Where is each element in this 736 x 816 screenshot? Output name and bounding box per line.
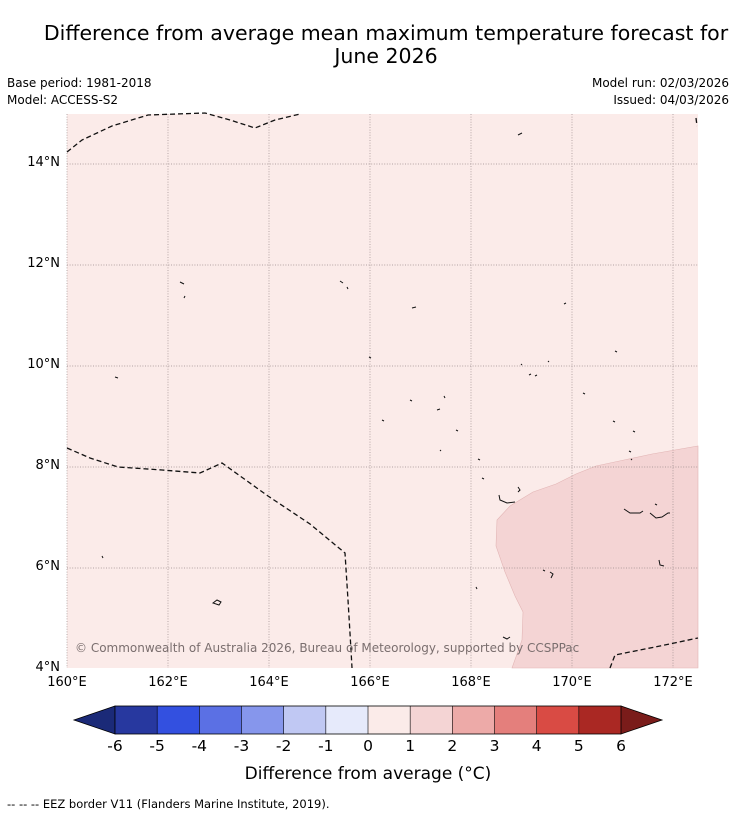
meta-left: Base period: 1981-2018 Model: ACCESS-S2 bbox=[7, 75, 152, 109]
lon-label: 166°E bbox=[350, 675, 390, 690]
colorbar-tick-label: 6 bbox=[616, 737, 626, 755]
lon-label: 170°E bbox=[552, 675, 592, 690]
colorbar-tick-label: 4 bbox=[531, 737, 542, 755]
colorbar-tick-label: -3 bbox=[233, 737, 250, 755]
colorbar-tick-label: 0 bbox=[363, 737, 373, 755]
colorbar-segment bbox=[494, 706, 537, 734]
colorbar-title: Difference from average (°C) bbox=[244, 764, 492, 784]
colorbar-tick-label: 5 bbox=[573, 737, 584, 755]
colorbar-tick-label: -5 bbox=[149, 737, 165, 755]
lon-label: 162°E bbox=[148, 675, 188, 690]
meta-right: Model run: 02/03/2026 Issued: 04/03/2026 bbox=[592, 75, 729, 109]
islands bbox=[101, 132, 670, 640]
lat-label: 12°N bbox=[27, 256, 60, 271]
title-line-1: Difference from average mean maximum tem… bbox=[43, 21, 729, 45]
base-period: Base period: 1981-2018 bbox=[7, 76, 152, 90]
colorbar-segment bbox=[410, 706, 453, 734]
colorbar-segment bbox=[115, 706, 158, 734]
colorbar-segment bbox=[368, 706, 411, 734]
colorbar-segment bbox=[325, 706, 369, 734]
lat-label: 4°N bbox=[35, 660, 61, 675]
eez-border-southeast bbox=[609, 637, 699, 669]
colorbar-tick-label: 1 bbox=[405, 737, 416, 755]
eez-border-northeast bbox=[695, 117, 698, 127]
chart-title: Difference from average mean maximum tem… bbox=[0, 22, 736, 68]
model-name: Model: ACCESS-S2 bbox=[7, 93, 119, 107]
colorbar-frame bbox=[114, 705, 622, 735]
model-run: Model run: 02/03/2026 bbox=[591, 76, 729, 90]
lon-label: 164°E bbox=[249, 675, 289, 690]
colorbar-segment bbox=[199, 706, 242, 734]
copyright-notice: © Commonwealth of Australia 2026, Bureau… bbox=[75, 641, 580, 655]
lat-label: 10°N bbox=[27, 357, 60, 372]
lat-label: 14°N bbox=[27, 155, 60, 170]
anomaly-region bbox=[495, 445, 699, 669]
colorbar-under-triangle bbox=[72, 705, 116, 735]
eez-border-north bbox=[66, 112, 301, 153]
lat-label: 6°N bbox=[35, 559, 61, 574]
lat-label: 8°N bbox=[35, 458, 61, 473]
eez-footnote: -- -- -- EEZ border V11 (Flanders Marine… bbox=[7, 797, 330, 811]
eez-borders bbox=[66, 112, 699, 669]
colorbar-over-triangle bbox=[620, 705, 664, 735]
colorbar-segment bbox=[283, 706, 327, 734]
colorbar-tick-label: 3 bbox=[489, 737, 500, 755]
colorbar-segment bbox=[241, 706, 284, 734]
eez-border-west bbox=[66, 447, 353, 669]
colorbar-segment bbox=[536, 706, 580, 734]
colorbar-tick-label: -1 bbox=[318, 737, 334, 755]
colorbar-segment bbox=[452, 706, 495, 734]
colorbar-segments bbox=[115, 706, 622, 734]
colorbar-tick-label: 2 bbox=[447, 737, 458, 755]
colorbar-tick-label: -4 bbox=[191, 737, 208, 755]
issued-date: Issued: 04/03/2026 bbox=[613, 93, 729, 107]
map bbox=[66, 112, 699, 669]
gridlines bbox=[66, 114, 698, 668]
lon-label: 168°E bbox=[451, 675, 491, 690]
lon-label: 160°E bbox=[47, 675, 87, 690]
colorbar-segment bbox=[578, 706, 622, 734]
colorbar-tick-label: -6 bbox=[107, 737, 123, 755]
title-line-2: June 2026 bbox=[334, 44, 438, 68]
colorbar bbox=[72, 705, 664, 735]
colorbar-tick-label: -2 bbox=[275, 737, 292, 755]
colorbar-segment bbox=[157, 706, 200, 734]
lon-label: 172°E bbox=[653, 675, 693, 690]
